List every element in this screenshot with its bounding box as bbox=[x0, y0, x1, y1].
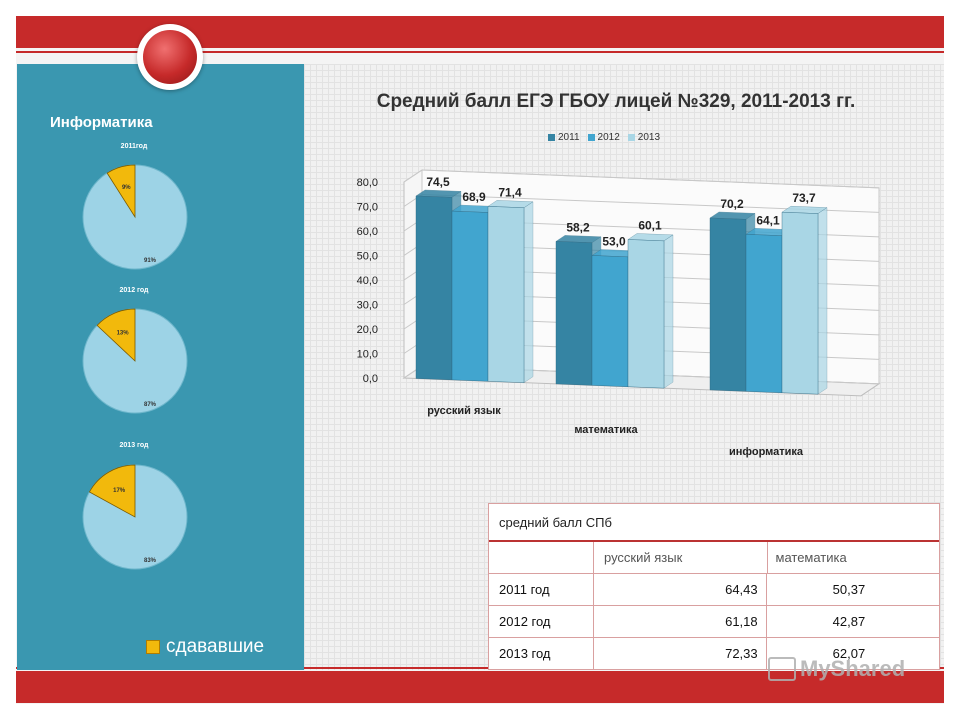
bar bbox=[555, 241, 593, 386]
bar bbox=[627, 239, 665, 389]
category-label: информатика bbox=[729, 446, 804, 458]
row-russian: 64,43 bbox=[594, 574, 767, 605]
y-tick-label: 30,0 bbox=[357, 300, 378, 312]
table-row: 2013 год 72,33 62,07 bbox=[489, 638, 939, 669]
y-tick-label: 20,0 bbox=[357, 324, 378, 336]
bar bbox=[709, 217, 747, 392]
pie-label-large: 87% bbox=[144, 402, 157, 408]
bar-side bbox=[663, 234, 674, 389]
row-year: 2012 год bbox=[489, 606, 594, 637]
row-russian: 72,33 bbox=[594, 638, 767, 669]
pie-chart-2013: 17% 83% bbox=[82, 464, 188, 570]
col-head-math: математика bbox=[775, 550, 847, 565]
y-tick-label: 10,0 bbox=[357, 349, 378, 361]
pie-title-2011: 2011год bbox=[120, 143, 148, 150]
bottom-thin-line bbox=[16, 667, 944, 669]
watermark-icon bbox=[768, 657, 796, 681]
table-row: 2012 год 61,18 42,87 bbox=[489, 606, 939, 638]
bar bbox=[591, 255, 629, 387]
y-tick-label: 60,0 bbox=[357, 226, 378, 238]
y-tick-label: 70,0 bbox=[357, 202, 378, 214]
legend-label-2013: 2013 bbox=[637, 132, 661, 143]
legend-swatch-2013 bbox=[627, 134, 635, 141]
y-tick-label: 40,0 bbox=[357, 275, 378, 287]
y-tick-label: 80,0 bbox=[357, 177, 378, 189]
watermark-text: MyShared bbox=[800, 656, 906, 681]
category-label: русский язык bbox=[427, 405, 501, 417]
panel-title: Информатика bbox=[50, 114, 153, 131]
chart-title: Средний балл ЕГЭ ГБОУ лицей №329, 2011-2… bbox=[376, 91, 856, 112]
bar-value-label: 73,7 bbox=[792, 191, 816, 205]
pie-title-2012: 2012 год bbox=[119, 287, 149, 294]
bar-legend: 2011 2012 2013 bbox=[548, 132, 660, 143]
pie-chart-2011: 9% 91% bbox=[82, 164, 188, 270]
pie-chart-2012: 13% 87% bbox=[82, 308, 188, 414]
bar bbox=[781, 211, 819, 395]
bar-value-label: 74,5 bbox=[426, 175, 450, 189]
pie-label-large: 91% bbox=[144, 258, 157, 264]
bar-chart: 80,0 70,0 60,0 50,0 40,0 30,0 20,0 10,0 0,0 74,5 6… bbox=[357, 169, 881, 458]
bar bbox=[451, 210, 489, 382]
decorative-circle bbox=[137, 24, 203, 90]
gridline bbox=[421, 169, 880, 189]
y-tick-label: 50,0 bbox=[357, 251, 378, 263]
pie-slice-small bbox=[106, 164, 136, 219]
pie-title-2013: 2013 год bbox=[119, 442, 149, 449]
pie-legend: сдававшие bbox=[146, 636, 264, 658]
col-head-russian: русский язык bbox=[594, 542, 768, 573]
pie-label-large: 83% bbox=[144, 558, 157, 564]
gridline-side bbox=[403, 169, 423, 183]
table-row: 2011 год 64,43 50,37 bbox=[489, 574, 939, 606]
pie-label-small: 9% bbox=[122, 185, 131, 191]
pie-label-small: 13% bbox=[117, 330, 130, 336]
legend-swatch-2011 bbox=[548, 134, 555, 141]
bar-value-label: 70,2 bbox=[720, 197, 744, 211]
bar-value-label: 71,4 bbox=[498, 185, 522, 199]
bar-value-label: 58,2 bbox=[566, 220, 590, 234]
y-tick-label: 0,0 bbox=[363, 373, 378, 385]
category-label: математика bbox=[574, 424, 638, 436]
top-thin-line bbox=[16, 51, 944, 53]
legend-swatch-2012 bbox=[587, 134, 595, 141]
table-corner-cell bbox=[489, 542, 594, 573]
row-math: 62,07 bbox=[832, 646, 866, 661]
pie-legend-label: сдававшие bbox=[166, 636, 265, 657]
bar-value-label: 68,9 bbox=[462, 190, 486, 204]
table-header-row: русский язык математика bbox=[489, 542, 939, 574]
bar bbox=[487, 206, 525, 383]
row-year: 2011 год bbox=[489, 574, 594, 605]
pie-slice-small bbox=[88, 464, 136, 518]
bar-value-label: 53,0 bbox=[602, 234, 626, 248]
legend-item-2011: 2011 bbox=[548, 132, 580, 143]
pie-slice-small bbox=[96, 308, 136, 362]
row-math: 50,37 bbox=[832, 582, 866, 597]
bar bbox=[745, 234, 783, 393]
bar bbox=[415, 195, 453, 381]
legend-label-2012: 2012 bbox=[597, 132, 620, 143]
bar-side bbox=[817, 207, 828, 395]
spb-table: средний балл СПб русский язык математика… bbox=[488, 503, 940, 670]
legend-item-2013: 2013 bbox=[627, 132, 661, 143]
watermark: MyShared bbox=[768, 656, 905, 682]
table-title: средний балл СПб bbox=[489, 504, 939, 542]
row-russian: 61,18 bbox=[594, 606, 767, 637]
legend-label-2011: 2011 bbox=[558, 132, 580, 143]
row-math: 42,87 bbox=[832, 614, 866, 629]
pie-label-small: 17% bbox=[113, 488, 126, 494]
row-year: 2013 год bbox=[489, 638, 594, 669]
pie-legend-swatch bbox=[146, 640, 160, 654]
bar-value-label: 60,1 bbox=[638, 218, 662, 232]
bar-side bbox=[523, 201, 534, 383]
bar-value-label: 64,1 bbox=[756, 213, 780, 227]
legend-item-2012: 2012 bbox=[587, 132, 620, 143]
decorative-circle-inner bbox=[143, 30, 197, 84]
bottom-red-band bbox=[16, 671, 944, 703]
